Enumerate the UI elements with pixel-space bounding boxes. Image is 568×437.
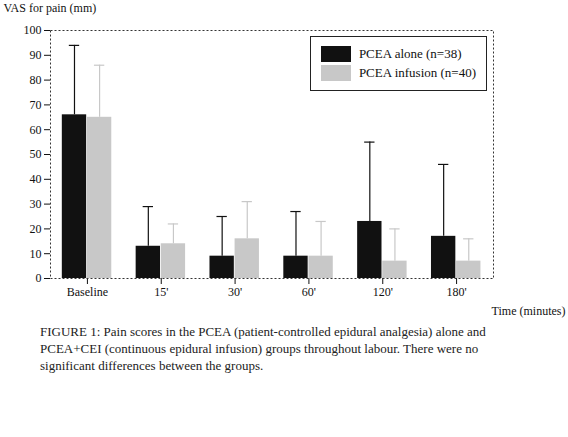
- svg-text:100: 100: [24, 23, 42, 37]
- svg-text:30': 30': [228, 285, 242, 299]
- svg-text:180': 180': [446, 285, 466, 299]
- svg-text:90: 90: [30, 48, 42, 62]
- svg-text:VAS for pain (mm): VAS for pain (mm): [4, 1, 97, 15]
- svg-text:30: 30: [30, 197, 42, 211]
- svg-text:60: 60: [30, 123, 42, 137]
- svg-text:Time (minutes): Time (minutes): [492, 304, 566, 318]
- svg-text:10: 10: [30, 247, 42, 261]
- svg-text:0: 0: [36, 271, 42, 285]
- svg-text:70: 70: [30, 98, 42, 112]
- svg-text:120': 120': [373, 285, 393, 299]
- svg-text:60': 60': [302, 285, 316, 299]
- svg-text:20: 20: [30, 222, 42, 236]
- html-text:FIGURE 1: Pain scores in the P: FIGURE 1: Pain scores in the PCEA (patie…: [40, 324, 486, 373]
- html-text:PCEA infusion (n=40): PCEA infusion (n=40): [358, 65, 476, 80]
- svg-text:40: 40: [30, 172, 42, 186]
- svg-text:Baseline: Baseline: [67, 285, 108, 299]
- svg-text:50: 50: [30, 147, 42, 161]
- svg-text:80: 80: [30, 73, 42, 87]
- html-text:PCEA alone (n=38): PCEA alone (n=38): [358, 46, 462, 61]
- svg-text:15': 15': [154, 285, 168, 299]
